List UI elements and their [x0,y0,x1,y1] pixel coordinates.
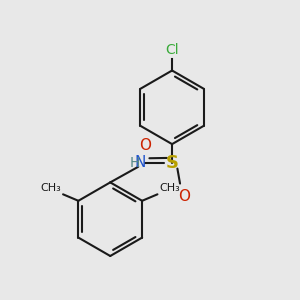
Text: O: O [139,138,151,153]
Text: CH₃: CH₃ [40,183,61,193]
Text: H: H [129,156,140,170]
Text: S: S [166,154,178,172]
Text: N: N [135,155,146,170]
Text: CH₃: CH₃ [159,183,180,193]
Text: O: O [178,189,190,204]
Text: Cl: Cl [165,43,179,57]
